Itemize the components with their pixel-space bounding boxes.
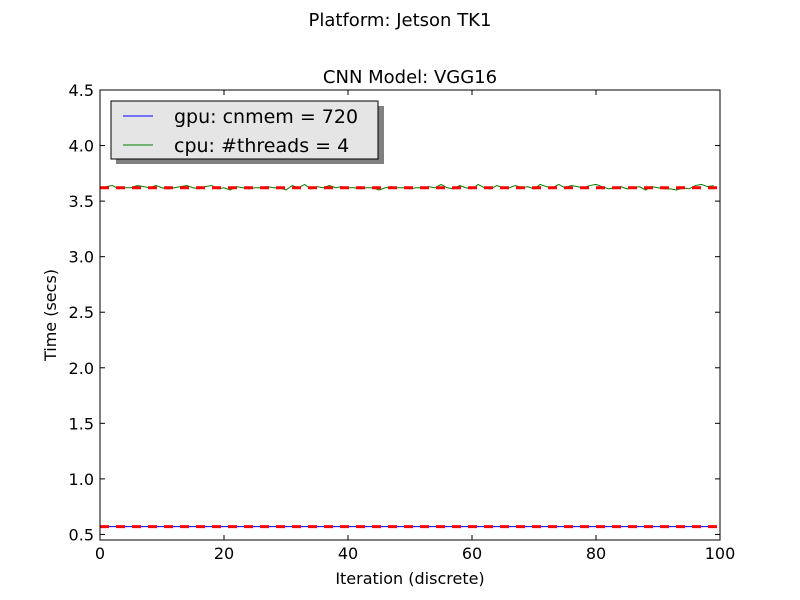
y-tick-label: 3.0 [69,248,94,267]
x-tick-label: 80 [586,544,606,563]
legend-box [110,100,379,160]
x-tick-label: 20 [214,544,234,563]
y-tick-label: 3.5 [69,192,94,211]
legend: gpu: cnmem = 720 cpu: #threads = 4 [110,100,384,164]
y-tick-label: 1.0 [69,470,94,489]
y-tick-label: 4.5 [69,81,94,100]
x-tick-label: 100 [705,544,736,563]
axes-frame [99,89,721,541]
y-tick-label: 1.5 [69,414,94,433]
x-tick-label: 60 [462,544,482,563]
figure-suptitle: Platform: Jetson TK1 [309,10,492,31]
x-axis-label: Iteration (discrete) [335,569,484,588]
plot-area [99,183,720,529]
legend-label: cpu: #threads = 4 [174,135,349,157]
chart-title: CNN Model: VGG16 [323,67,497,88]
y-tick-label: 0.5 [69,525,94,544]
y-tick-label: 2.0 [69,359,94,378]
y-tick-label: 4.0 [69,137,94,156]
y-tick-label: 2.5 [69,303,94,322]
y-axis: 0.5 1.0 1.5 2.0 2.5 3.0 3.5 4.0 4.5 [69,81,720,544]
x-axis: 0 20 40 60 80 100 [95,90,735,563]
y-axis-label: Time (secs) [41,269,60,362]
legend-label: gpu: cnmem = 720 [174,106,358,128]
x-tick-label: 40 [338,544,358,563]
x-tick-label: 0 [95,544,105,563]
